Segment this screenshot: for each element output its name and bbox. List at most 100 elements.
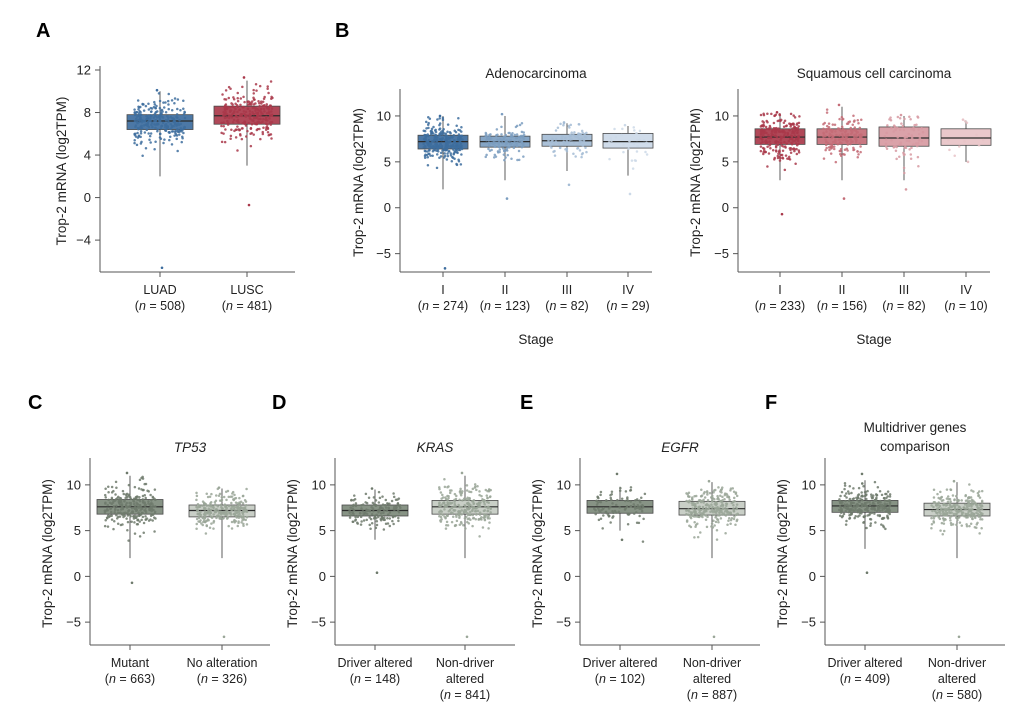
- data-point: [451, 511, 454, 515]
- data-point: [776, 156, 780, 160]
- data-point: [195, 491, 198, 495]
- data-point: [787, 157, 791, 160]
- data-point: [725, 502, 729, 506]
- data-point: [232, 96, 235, 99]
- data-point: [515, 141, 519, 144]
- data-point: [645, 153, 649, 156]
- data-point: [883, 499, 887, 502]
- data-point: [103, 493, 107, 497]
- data-point: [833, 123, 837, 127]
- data-point: [965, 121, 969, 124]
- data-point: [171, 130, 175, 133]
- x-tick-label: Driver altered: [582, 656, 657, 670]
- data-point: [777, 152, 780, 155]
- data-point: [115, 486, 118, 489]
- data-point: [565, 149, 569, 153]
- data-point: [583, 132, 586, 136]
- data-point: [484, 505, 487, 509]
- data-point: [162, 106, 166, 109]
- data-point: [485, 153, 488, 157]
- data-point: [844, 129, 848, 133]
- data-point: [797, 142, 800, 146]
- data-point: [776, 154, 780, 158]
- data-point: [154, 106, 157, 110]
- data-point: [246, 129, 249, 133]
- data-point: [888, 512, 891, 516]
- data-point: [572, 133, 575, 136]
- data-point: [459, 520, 463, 524]
- data-point: [212, 505, 215, 509]
- x-axis-label: Stage: [518, 332, 553, 347]
- data-point: [909, 153, 913, 156]
- data-point: [133, 485, 137, 489]
- data-point: [392, 505, 396, 509]
- data-point: [629, 504, 633, 508]
- data-point: [641, 540, 645, 543]
- data-point: [168, 135, 172, 138]
- y-axis-label: Trop-2 mRNA (log2TPM): [40, 479, 55, 628]
- data-point: [860, 133, 863, 136]
- data-point: [136, 505, 140, 509]
- data-point: [796, 128, 800, 132]
- data-point: [556, 126, 560, 129]
- data-point: [782, 145, 785, 148]
- data-point: [123, 499, 126, 502]
- data-point: [508, 131, 511, 135]
- data-point: [196, 506, 200, 509]
- data-point: [880, 493, 884, 497]
- data-point: [147, 490, 150, 493]
- data-point-min: [505, 197, 509, 200]
- data-point: [735, 513, 738, 517]
- data-point: [796, 126, 800, 130]
- data-point: [163, 138, 166, 141]
- data-point: [222, 114, 225, 117]
- data-point: [113, 508, 117, 512]
- data-point: [150, 123, 153, 127]
- data-point: [435, 149, 439, 153]
- data-point: [425, 127, 428, 130]
- data-point: [868, 512, 872, 516]
- data-point: [976, 503, 979, 507]
- data-point: [112, 527, 115, 531]
- data-point: [724, 506, 727, 510]
- data-point-max: [500, 112, 504, 116]
- data-point: [782, 125, 786, 128]
- data-point: [844, 523, 848, 526]
- data-point: [698, 511, 701, 514]
- data-point: [559, 122, 562, 126]
- data-point: [759, 129, 763, 132]
- data-point: [852, 120, 856, 123]
- data-point: [841, 136, 845, 139]
- data-point: [846, 490, 850, 493]
- y-axis-label: Trop-2 mRNA (log2TPM): [530, 479, 545, 628]
- data-point: [941, 517, 945, 520]
- data-point: [392, 522, 395, 526]
- data-point: [457, 503, 460, 507]
- data-point: [231, 121, 235, 124]
- data-point: [354, 515, 357, 519]
- data-point: [715, 509, 719, 512]
- data-point: [610, 498, 613, 502]
- data-point: [256, 107, 259, 111]
- data-point: [520, 121, 524, 125]
- data-point: [686, 500, 690, 503]
- data-point: [383, 509, 386, 512]
- data-point: [212, 521, 215, 524]
- data-point: [201, 516, 204, 519]
- data-point: [581, 144, 585, 147]
- data-point: [166, 126, 169, 130]
- data-point: [265, 105, 268, 108]
- data-point: [264, 128, 268, 132]
- data-point: [896, 136, 899, 139]
- chart-title: EGFR: [661, 440, 699, 455]
- data-point: [138, 478, 142, 482]
- data-point: [434, 145, 437, 148]
- data-point-min: [865, 571, 869, 575]
- data-point: [791, 147, 795, 151]
- data-point: [789, 137, 792, 140]
- data-point: [239, 506, 242, 509]
- data-point: [259, 100, 263, 103]
- data-point: [435, 166, 439, 170]
- data-point: [762, 134, 765, 137]
